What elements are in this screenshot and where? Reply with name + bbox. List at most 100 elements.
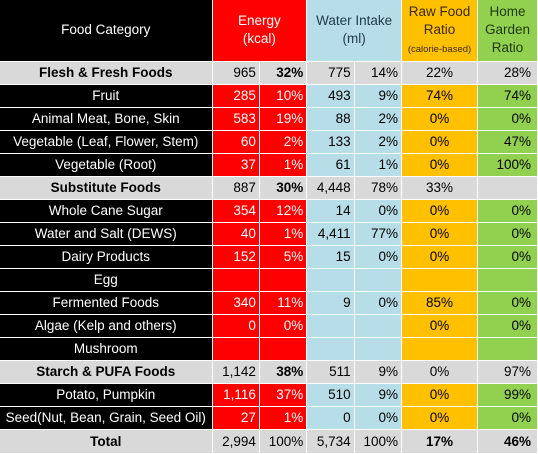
- row-category: Animal Meat, Bone, Skin: [0, 107, 213, 131]
- row-raw-ratio: 0%: [401, 153, 478, 177]
- row-category: Egg: [0, 268, 213, 292]
- header-row: Food Category Energy (kcal) Water Intake(…: [0, 0, 538, 62]
- row-energy-pct: 0%: [259, 314, 308, 338]
- row-water-pct: 0%: [354, 245, 403, 269]
- row-raw-ratio: 0%: [401, 130, 478, 154]
- row-energy-pct: 11%: [259, 291, 308, 315]
- row-water: 61: [306, 153, 355, 177]
- row-water: 493: [306, 84, 355, 108]
- row-water: 5,734: [306, 429, 355, 454]
- row-energy: 354: [212, 199, 260, 223]
- header-food-category: Food Category: [0, 0, 213, 62]
- row-water-pct: 0%: [354, 406, 403, 430]
- row-water-pct: 0%: [354, 199, 403, 223]
- row-home-ratio: 97%: [477, 360, 538, 384]
- row-home-ratio: 0%: [477, 199, 538, 223]
- row-water-pct: 14%: [354, 61, 403, 85]
- row-raw-ratio: 0%: [401, 383, 478, 407]
- row-energy-pct: 1%: [259, 406, 308, 430]
- row-energy-pct: 19%: [259, 107, 308, 131]
- row-home-ratio: 0%: [477, 222, 538, 246]
- row-home-ratio: [477, 268, 538, 292]
- row-energy-pct: 38%: [259, 360, 308, 384]
- row-energy-pct: [259, 337, 308, 361]
- row-water: 133: [306, 130, 355, 154]
- item-row: Potato, Pumpkin 1,116 37% 510 9% 0% 99%: [0, 383, 538, 407]
- row-water: [306, 268, 355, 292]
- row-category: Dairy Products: [0, 245, 213, 269]
- row-energy: 37: [212, 153, 260, 177]
- row-raw-ratio: [401, 268, 478, 292]
- row-raw-ratio: [401, 337, 478, 361]
- header-water-intake: Water Intake (ml): [306, 0, 402, 62]
- row-home-ratio: 0%: [477, 406, 538, 430]
- row-raw-ratio: 85%: [401, 291, 478, 315]
- row-energy: 40: [212, 222, 260, 246]
- row-category: Mushroom: [0, 337, 213, 361]
- row-energy: [212, 268, 260, 292]
- row-water: 9: [306, 291, 355, 315]
- row-home-ratio: 0%: [477, 291, 538, 315]
- row-water: 14: [306, 199, 355, 223]
- row-water: 15: [306, 245, 355, 269]
- item-row: Algae (Kelp and others) 0 0% 0% 0%: [0, 314, 538, 338]
- row-water-pct: [354, 337, 403, 361]
- item-row: Whole Cane Sugar 354 12% 14 0% 0% 0%: [0, 199, 538, 223]
- row-water: 88: [306, 107, 355, 131]
- row-energy-pct: 5%: [259, 245, 308, 269]
- row-raw-ratio: 0%: [401, 406, 478, 430]
- row-category: Vegetable (Root): [0, 153, 213, 177]
- row-home-ratio: 0%: [477, 107, 538, 131]
- row-water-pct: 2%: [354, 107, 403, 131]
- row-home-ratio: 0%: [477, 245, 538, 269]
- header-home-garden-ratio: Home Garden Ratio: [477, 0, 538, 62]
- row-energy: [212, 337, 260, 361]
- header-raw-food-ratio: Raw Food Ratio (calorie-based): [401, 0, 478, 62]
- row-energy-pct: [259, 268, 308, 292]
- row-home-ratio: 99%: [477, 383, 538, 407]
- row-water: 511: [306, 360, 355, 384]
- row-category: Fermented Foods: [0, 291, 213, 315]
- item-row: Dairy Products 152 5% 15 0% 0% 0%: [0, 245, 538, 269]
- row-water-pct: 2%: [354, 130, 403, 154]
- item-row: Fermented Foods 340 11% 9 0% 85% 0%: [0, 291, 538, 315]
- row-water-pct: [354, 314, 403, 338]
- row-water: 4,448: [306, 176, 355, 200]
- group-row: Flesh & Fresh Foods 965 32% 775 14% 22% …: [0, 61, 538, 85]
- row-energy: 2,994: [212, 429, 260, 454]
- item-row: Seed(Nut, Bean, Grain, Seed Oil) 27 1% 0…: [0, 406, 538, 430]
- row-energy: 0: [212, 314, 260, 338]
- group-row: Substitute Foods 887 30% 4,448 78% 33%: [0, 176, 538, 200]
- row-water-pct: 78%: [354, 176, 403, 200]
- row-water-pct: 100%: [354, 429, 403, 454]
- item-row: Egg: [0, 268, 538, 292]
- row-energy-pct: 37%: [259, 383, 308, 407]
- row-energy: 887: [212, 176, 260, 200]
- row-water-pct: 9%: [354, 360, 403, 384]
- row-home-ratio: 100%: [477, 153, 538, 177]
- row-home-ratio: 28%: [477, 61, 538, 85]
- row-energy: 152: [212, 245, 260, 269]
- group-row: Starch & PUFA Foods 1,142 38% 511 9% 0% …: [0, 360, 538, 384]
- row-category: Fruit: [0, 84, 213, 108]
- row-energy: 340: [212, 291, 260, 315]
- row-category: Total: [0, 429, 213, 454]
- row-water: 4,411: [306, 222, 355, 246]
- item-row: Animal Meat, Bone, Skin 583 19% 88 2% 0%…: [0, 107, 538, 131]
- row-energy: 965: [212, 61, 260, 85]
- row-energy-pct: 32%: [259, 61, 308, 85]
- item-row: Water and Salt (DEWS) 40 1% 4,411 77% 0%…: [0, 222, 538, 246]
- row-water-pct: 9%: [354, 383, 403, 407]
- row-water: 0: [306, 406, 355, 430]
- item-row: Vegetable (Leaf, Flower, Stem) 60 2% 133…: [0, 130, 538, 154]
- row-home-ratio: 46%: [477, 429, 538, 454]
- header-energy: Energy (kcal): [212, 0, 308, 62]
- row-water: [306, 314, 355, 338]
- row-home-ratio: [477, 176, 538, 200]
- row-raw-ratio: 0%: [401, 360, 478, 384]
- row-category: Water and Salt (DEWS): [0, 222, 213, 246]
- row-category: Starch & PUFA Foods: [0, 360, 213, 384]
- row-home-ratio: [477, 337, 538, 361]
- row-category: Substitute Foods: [0, 176, 213, 200]
